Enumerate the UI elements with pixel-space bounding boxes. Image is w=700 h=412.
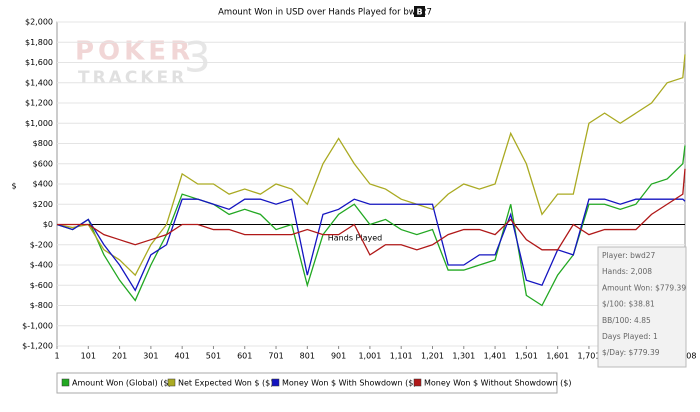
x-tick-label: 1,201: [421, 352, 444, 361]
plot-area: $2,000 $1,800 $1,600 $1,400 $1,200 $1,000 $800…: [22, 18, 696, 361]
y-tick-label: $600: [33, 159, 53, 168]
x-axis-label: Hands Played: [328, 234, 382, 243]
y-tick-label: $-800: [30, 301, 53, 310]
y-tick-label: $1,000: [25, 119, 53, 128]
title-badge: B: [416, 8, 422, 17]
x-tick-label: 601: [237, 352, 252, 361]
x-tick-label: 701: [268, 352, 283, 361]
x-tick-label: 201: [112, 352, 127, 361]
y-tick-label: $-400: [30, 261, 53, 270]
legend-label: Amount Won (Global) ($): [72, 379, 172, 388]
info-box-bg: [597, 246, 687, 368]
info-line: Days Played: 1: [602, 332, 658, 341]
watermark: TRACKER: [78, 68, 187, 88]
info-line: Player: bwd27: [602, 251, 656, 260]
x-tick-label: 101: [81, 352, 96, 361]
info-line: Amount Won: $779.39: [602, 283, 686, 292]
legend-box: [56, 372, 558, 394]
x-tick-label: 1,501: [515, 352, 538, 361]
series-line: [56, 145, 686, 307]
x-tick-label: 1,401: [484, 352, 507, 361]
x-tick-label: 1: [54, 352, 59, 361]
y-tick-label: $1,800: [25, 38, 53, 47]
info-line: Hands: 2,008: [602, 267, 652, 276]
y-tick-label: $0: [43, 220, 53, 229]
y-tick-label: $-200: [30, 240, 53, 249]
info-box: Player: bwd27 Hands: 2,008 Amount Won: $77…: [597, 246, 687, 368]
chart-title: Amount Won in USD over Hands Played for …: [218, 8, 432, 18]
legend-swatch: [413, 378, 422, 387]
y-tick-label: $-600: [30, 281, 53, 290]
title-badge-box: [414, 6, 425, 17]
legend-swatch: [167, 378, 176, 387]
y-tick-label: $1,400: [25, 78, 53, 87]
legend: Amount Won (Global) ($) Net Expected Won …: [56, 372, 572, 394]
legend-label: Money Won $ With Showdown ($): [282, 379, 416, 388]
y-tick-label: $1,600: [25, 58, 53, 67]
info-line: $/100: $38.81: [602, 300, 655, 309]
x-tick-label: 501: [206, 352, 221, 361]
x-tick-label: 1,001: [358, 352, 381, 361]
legend-swatch: [271, 378, 280, 387]
series-line: [57, 168, 686, 256]
y-axis-label: $: [11, 182, 16, 191]
y-tick-label: $-1,000: [22, 321, 53, 330]
info-line: $/Day: $779.39: [602, 348, 660, 357]
y-tick-label: $200: [33, 200, 53, 209]
x-tick-label: 901: [331, 352, 346, 361]
legend-label: Money Won $ Without Showdown ($): [424, 379, 572, 388]
series-line: [56, 198, 686, 292]
legend-label: Net Expected Won $ ($): [178, 379, 273, 388]
x-tick-label: 1,601: [546, 352, 569, 361]
x-tick-label: 301: [143, 352, 158, 361]
legend-swatch: [61, 378, 70, 387]
y-tick-label: $1,200: [25, 99, 53, 108]
x-tick-label: 801: [300, 352, 315, 361]
x-tick-label: 1,701: [577, 352, 600, 361]
series-line: [56, 54, 686, 277]
x-tick-label: 1,301: [452, 352, 475, 361]
watermark: POKER: [75, 37, 194, 67]
y-tick-label: $800: [33, 139, 53, 148]
y-tick-label: $400: [33, 180, 53, 189]
x-tick-label: 401: [175, 352, 190, 361]
y-tick-label: $2,000: [25, 18, 53, 27]
y-tick-label: $-1,200: [22, 342, 53, 351]
info-line: BB/100: 4.85: [602, 316, 651, 325]
watermark: 3: [184, 33, 211, 82]
x-tick-label: 1,101: [390, 352, 413, 361]
